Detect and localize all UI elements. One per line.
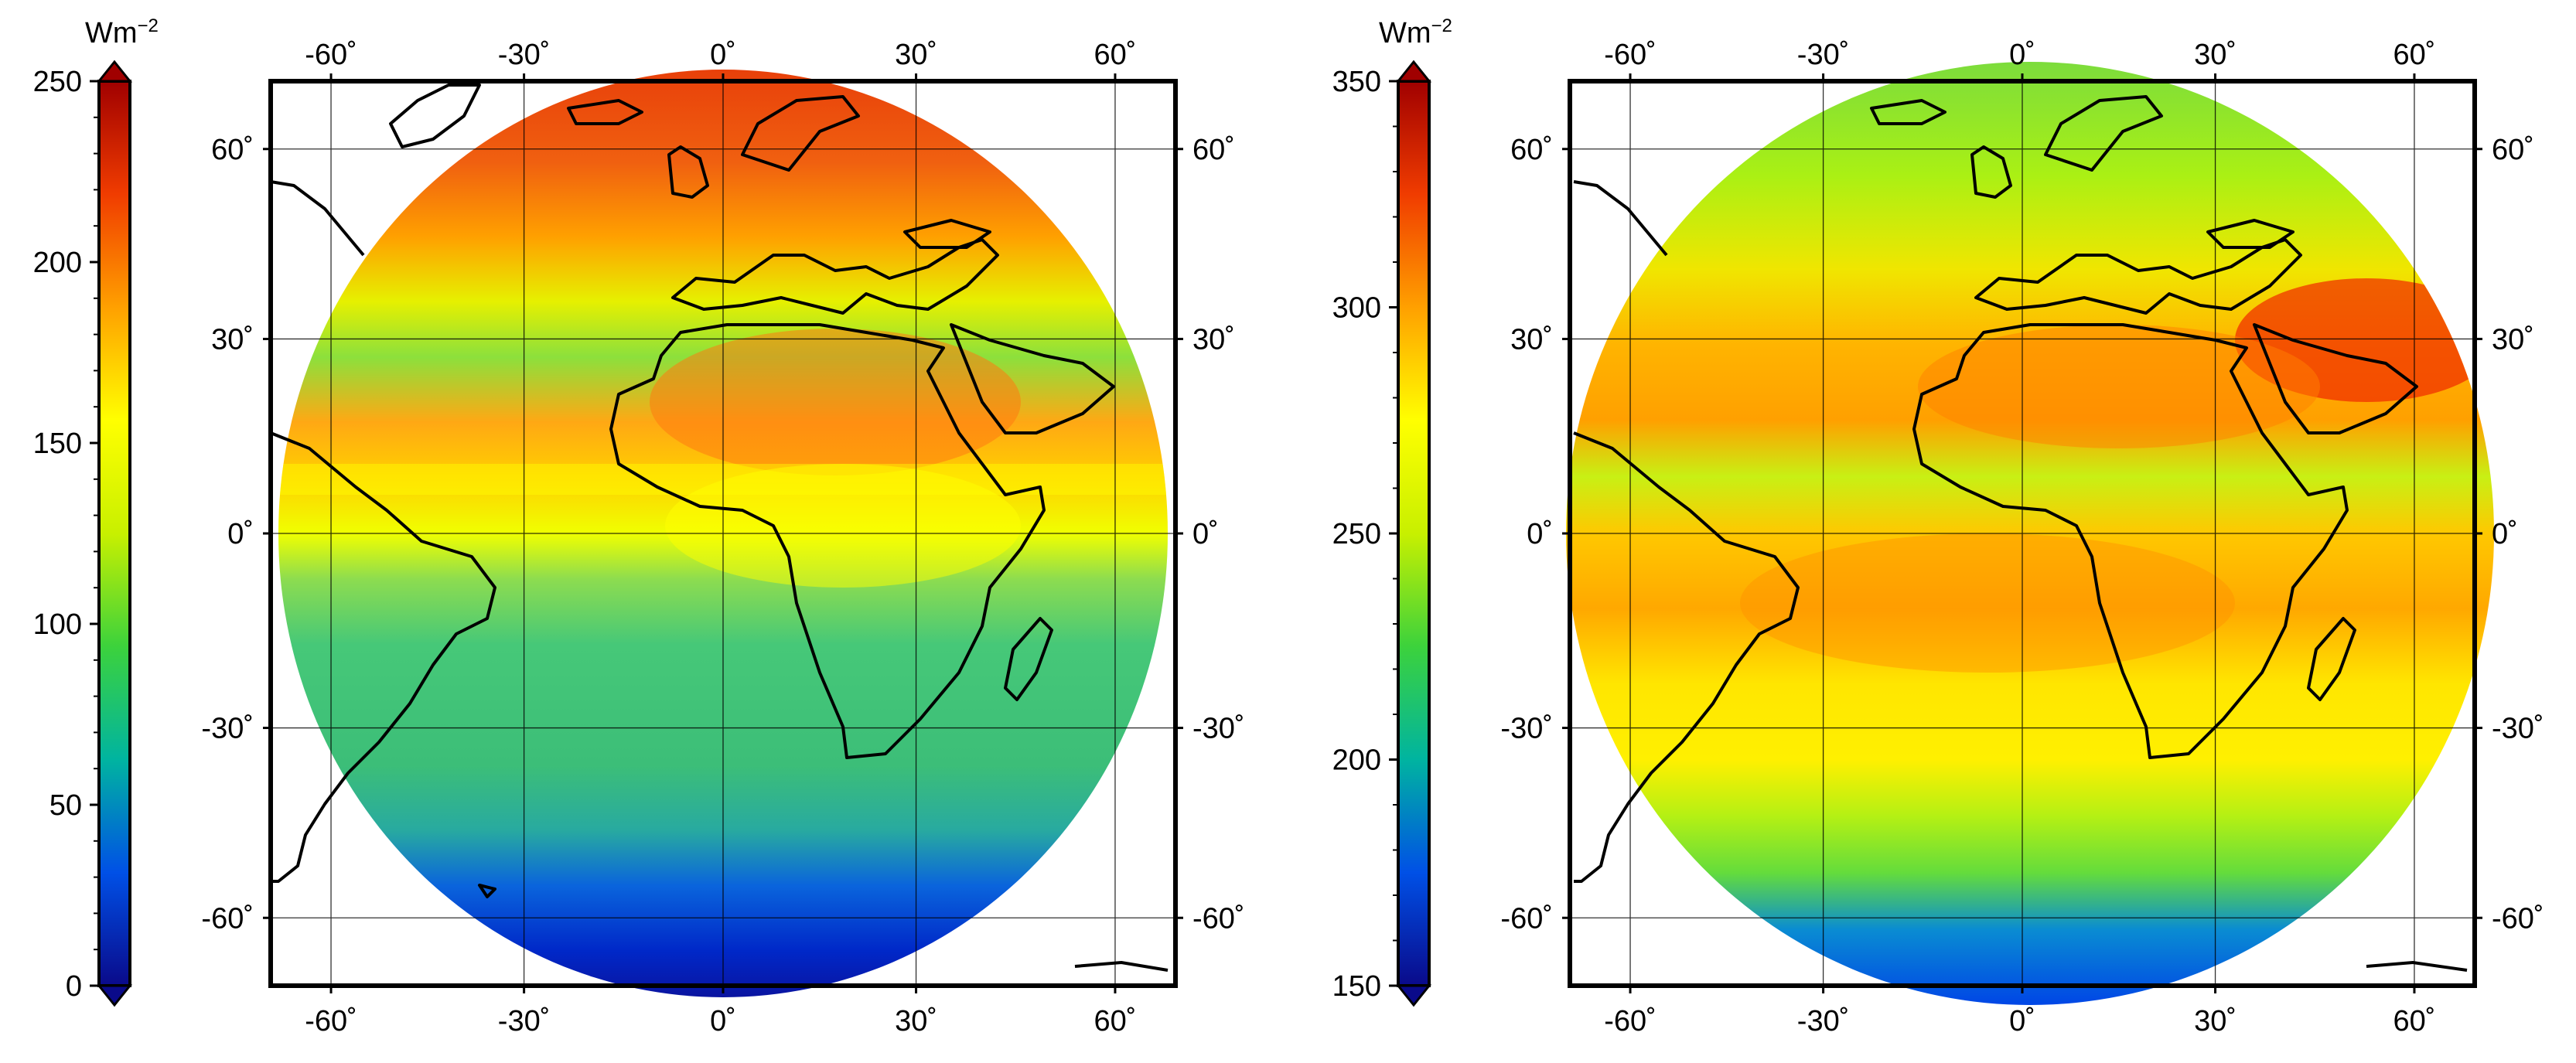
- right-lon-label-bottom: 0˚: [2009, 1005, 2035, 1037]
- left-lon-label-bottom: -30˚: [498, 1005, 551, 1037]
- left-colorbar-max-triangle: [96, 60, 133, 83]
- left-coastlines: [270, 83, 1169, 972]
- right-lon-label-bottom: -30˚: [1797, 1005, 1850, 1037]
- right-lon-label-bottom: 60˚: [2393, 1005, 2436, 1037]
- left-lat-label-right: 60˚: [1192, 134, 1235, 166]
- left-lon-label-bottom: -60˚: [305, 1005, 357, 1037]
- left-lon-label-bottom: 0˚: [710, 1005, 736, 1037]
- left-lon-label-bottom: 60˚: [1094, 1005, 1137, 1037]
- right-lat-label-right: 60˚: [2492, 134, 2534, 166]
- right-colorbar-min-triangle: [1395, 984, 1432, 1007]
- left-lon-label-top: 0˚: [710, 39, 736, 71]
- right-lat-label-left: -30˚: [1500, 713, 1553, 745]
- left-colorbar-tick-label: 200: [33, 247, 82, 279]
- right-colorbar-max-triangle: [1395, 60, 1432, 83]
- left-lon-label-top: 30˚: [895, 39, 937, 71]
- left-lat-label-left: 30˚: [211, 323, 254, 356]
- right-lat-label-right: 0˚: [2492, 518, 2518, 550]
- left-colorbar-unit: Wm−2: [85, 15, 159, 49]
- left-lat-label-right: 30˚: [1192, 323, 1235, 356]
- right-lon-label-bottom: 30˚: [2194, 1005, 2237, 1037]
- right-lat-label-right: -60˚: [2492, 902, 2544, 935]
- left-lon-label-top: 60˚: [1094, 39, 1137, 71]
- left-lat-label-left: -30˚: [201, 713, 254, 745]
- left-lat-label-left: 0˚: [227, 518, 254, 550]
- left-lon-label-top: -60˚: [305, 39, 357, 71]
- right-lon-label-top: -60˚: [1604, 39, 1656, 71]
- right-colorbar-tick-label: 300: [1332, 292, 1381, 325]
- right-lat-label-left: 30˚: [1510, 323, 1553, 356]
- right-colorbar-tick-label: 350: [1332, 66, 1381, 98]
- right-map: -60˚ -60˚ -30˚ -30˚ 0˚ 0˚ 30˚ 30˚ 60˚ 60˚ 60˚ 60˚ 30…: [1500, 39, 2544, 1037]
- right-lon-label-top: 30˚: [2194, 39, 2237, 71]
- left-colorbar-tick-label: 150: [33, 428, 82, 460]
- left-lat-label-right: -30˚: [1192, 713, 1245, 745]
- right-lon-label-top: 60˚: [2393, 39, 2436, 71]
- right-coastlines: [1573, 95, 2468, 972]
- left-lon-label-bottom: 30˚: [895, 1005, 937, 1037]
- right-panel: Wm−2 150 200 250 300 350: [1332, 15, 2544, 1037]
- right-colorbar-unit: Wm−2: [1379, 15, 1452, 49]
- left-colorbar-tick-label: 100: [33, 608, 82, 641]
- right-lon-label-top: -30˚: [1797, 39, 1850, 71]
- left-lon-label-top: -30˚: [498, 39, 551, 71]
- left-lat-label-left: -60˚: [201, 902, 254, 935]
- right-colorbar-bar: [1397, 80, 1431, 987]
- left-colorbar-bar: [97, 80, 131, 987]
- right-lat-label-left: 0˚: [1527, 518, 1553, 550]
- left-panel: Wm−2 0 50 100 150 200 250: [33, 15, 1245, 1037]
- right-lat-label-left: 60˚: [1510, 134, 1553, 166]
- right-colorbar: Wm−2 150 200 250 300 350: [1332, 15, 1452, 1007]
- right-lon-label-top: 0˚: [2009, 39, 2035, 71]
- right-colorbar-tick-label: 250: [1332, 518, 1381, 550]
- left-colorbar-tick-label: 50: [49, 789, 82, 822]
- right-lon-label-bottom: -60˚: [1604, 1005, 1656, 1037]
- left-lat-label-right: -60˚: [1192, 902, 1245, 935]
- left-map: -60˚ -60˚ -30˚ -30˚ 0˚ 0˚ 30˚ 30˚ 60˚ 60˚ 60˚ 60˚ 30…: [201, 39, 1244, 1037]
- right-lat-label-right: 30˚: [2492, 323, 2534, 356]
- left-colorbar-min-triangle: [96, 984, 133, 1007]
- right-colorbar-tick-label: 200: [1332, 744, 1381, 777]
- right-lat-label-left: -60˚: [1500, 902, 1553, 935]
- left-lat-label-right: 0˚: [1192, 518, 1219, 550]
- right-colorbar-tick-label: 150: [1332, 970, 1381, 1003]
- left-lat-label-left: 60˚: [211, 134, 254, 166]
- left-colorbar: Wm−2 0 50 100 150 200 250: [33, 15, 159, 1007]
- left-colorbar-tick-label: 250: [33, 66, 82, 98]
- right-lat-label-right: -30˚: [2492, 713, 2544, 745]
- left-colorbar-tick-label: 0: [66, 970, 82, 1003]
